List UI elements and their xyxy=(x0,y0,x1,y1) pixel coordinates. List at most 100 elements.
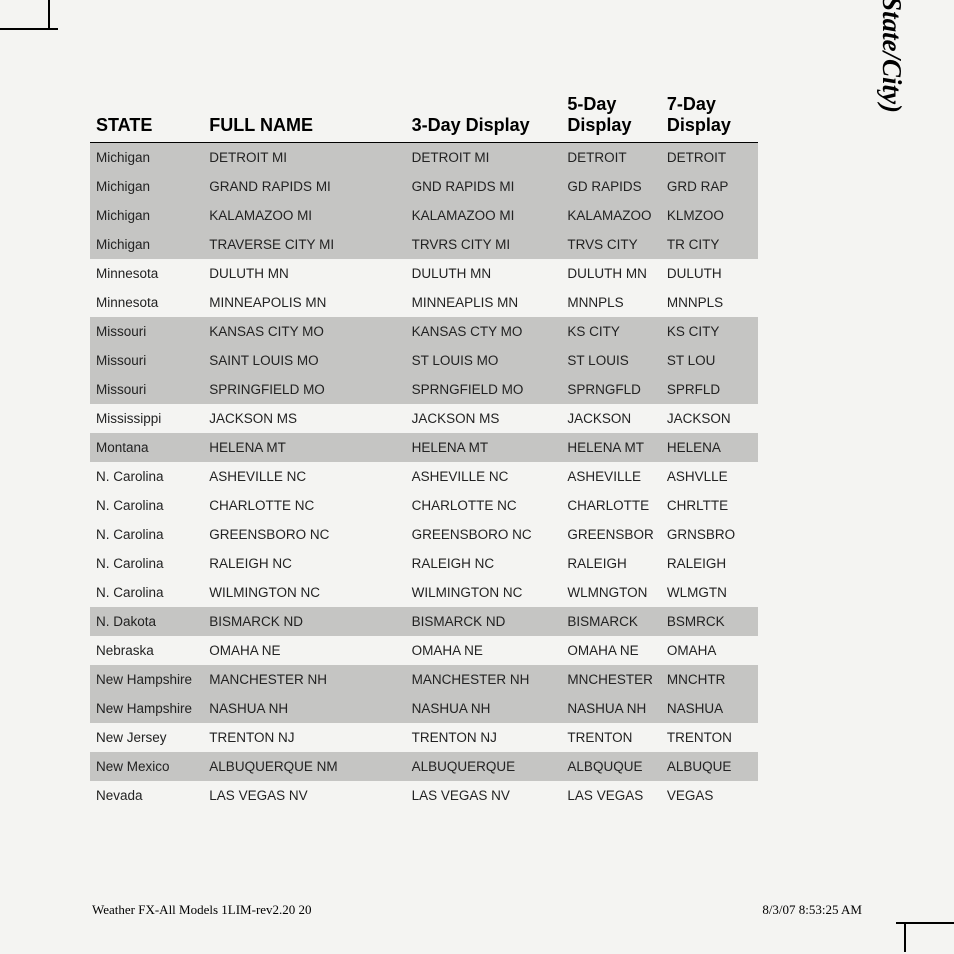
col-fullname: FULL NAME xyxy=(203,90,405,143)
table-cell: New Jersey xyxy=(90,723,203,752)
table-cell: MANCHESTER NH xyxy=(203,665,405,694)
table-cell: SPRINGFIELD MO xyxy=(203,375,405,404)
table-cell: Michigan xyxy=(90,172,203,201)
table-cell: DETROIT MI xyxy=(406,143,562,173)
table-cell: TRAVERSE CITY MI xyxy=(203,230,405,259)
table-cell: SPRNGFIELD MO xyxy=(406,375,562,404)
page-content: STATE FULL NAME 3-Day Display 5-Day Disp… xyxy=(90,90,871,894)
table-cell: BISMARCK ND xyxy=(406,607,562,636)
table-cell: MINNEAPLIS MN xyxy=(406,288,562,317)
table-row: New MexicoALBUQUERQUE NMALBUQUERQUEALBQU… xyxy=(90,752,758,781)
table-row: New HampshireNASHUA NHNASHUA NHNASHUA NH… xyxy=(90,694,758,723)
table-cell: ALBQUQUE xyxy=(561,752,660,781)
table-cell: RALEIGH NC xyxy=(203,549,405,578)
table-cell: TRENTON xyxy=(561,723,660,752)
table-cell: KALAMAZOO MI xyxy=(203,201,405,230)
table-cell: LAS VEGAS xyxy=(561,781,660,810)
table-row: MississippiJACKSON MSJACKSON MSJACKSONJA… xyxy=(90,404,758,433)
col-5day: 5-Day Display xyxy=(561,90,660,143)
table-cell: MNNPLS xyxy=(661,288,758,317)
table-cell: KANSAS CTY MO xyxy=(406,317,562,346)
table-cell: DULUTH MN xyxy=(561,259,660,288)
table-cell: ASHVLLE xyxy=(661,462,758,491)
table-cell: KANSAS CITY MO xyxy=(203,317,405,346)
table-cell: WLMNGTON xyxy=(561,578,660,607)
table-row: MissouriKANSAS CITY MOKANSAS CTY MOKS CI… xyxy=(90,317,758,346)
table-cell: RALEIGH NC xyxy=(406,549,562,578)
table-cell: JACKSON xyxy=(561,404,660,433)
table-cell: MNCHTR xyxy=(661,665,758,694)
table-cell: ST LOUIS xyxy=(561,346,660,375)
table-cell: JACKSON xyxy=(661,404,758,433)
crop-mark-br xyxy=(896,922,954,924)
table-cell: Missouri xyxy=(90,346,203,375)
table-cell: RALEIGH xyxy=(661,549,758,578)
table-row: MontanaHELENA MTHELENA MTHELENA MTHELENA xyxy=(90,433,758,462)
table-cell: GRAND RAPIDS MI xyxy=(203,172,405,201)
table-row: N. CarolinaGREENSBORO NCGREENSBORO NCGRE… xyxy=(90,520,758,549)
table-cell: BSMRCK xyxy=(661,607,758,636)
table-cell: TRENTON xyxy=(661,723,758,752)
table-cell: WILMINGTON NC xyxy=(203,578,405,607)
table-row: MichiganTRAVERSE CITY MITRVRS CITY MITRV… xyxy=(90,230,758,259)
table-cell: GREENSBORO NC xyxy=(203,520,405,549)
table-row: NebraskaOMAHA NEOMAHA NEOMAHA NEOMAHA xyxy=(90,636,758,665)
table-cell: N. Carolina xyxy=(90,578,203,607)
table-cell: Michigan xyxy=(90,230,203,259)
location-table: STATE FULL NAME 3-Day Display 5-Day Disp… xyxy=(90,90,758,810)
table-cell: MANCHESTER NH xyxy=(406,665,562,694)
table-cell: ALBUQUERQUE xyxy=(406,752,562,781)
table-cell: OMAHA NE xyxy=(406,636,562,665)
table-cell: TRVS CITY xyxy=(561,230,660,259)
table-cell: NASHUA NH xyxy=(561,694,660,723)
table-cell: KS CITY xyxy=(561,317,660,346)
col-7day: 7-Day Display xyxy=(661,90,758,143)
table-cell: Montana xyxy=(90,433,203,462)
table-cell: GD RAPIDS xyxy=(561,172,660,201)
table-cell: Nebraska xyxy=(90,636,203,665)
table-cell: N. Carolina xyxy=(90,520,203,549)
table-cell: NASHUA NH xyxy=(406,694,562,723)
table-row: MissouriSPRINGFIELD MOSPRNGFIELD MOSPRNG… xyxy=(90,375,758,404)
table-cell: BISMARCK xyxy=(561,607,660,636)
table-cell: MNNPLS xyxy=(561,288,660,317)
table-row: MichiganDETROIT MIDETROIT MIDETROITDETRO… xyxy=(90,143,758,173)
table-cell: ST LOUIS MO xyxy=(406,346,562,375)
table-cell: TR CITY xyxy=(661,230,758,259)
table-cell: Mississippi xyxy=(90,404,203,433)
table-cell: New Hampshire xyxy=(90,694,203,723)
table-cell: TRENTON NJ xyxy=(203,723,405,752)
table-cell: New Hampshire xyxy=(90,665,203,694)
table-cell: Missouri xyxy=(90,317,203,346)
table-cell: N. Carolina xyxy=(90,549,203,578)
table-cell: CHARLOTTE NC xyxy=(203,491,405,520)
table-cell: HELENA xyxy=(661,433,758,462)
table-cell: KS CITY xyxy=(661,317,758,346)
table-cell: DETROIT MI xyxy=(203,143,405,173)
table-row: N. CarolinaASHEVILLE NCASHEVILLE NCASHEV… xyxy=(90,462,758,491)
table-row: N. CarolinaWILMINGTON NCWILMINGTON NCWLM… xyxy=(90,578,758,607)
table-cell: Missouri xyxy=(90,375,203,404)
table-cell: GREENSBOR xyxy=(561,520,660,549)
table-cell: ST LOU xyxy=(661,346,758,375)
table-cell: MNCHESTER xyxy=(561,665,660,694)
table-cell: HELENA MT xyxy=(406,433,562,462)
table-cell: KLMZOO xyxy=(661,201,758,230)
table-cell: NASHUA xyxy=(661,694,758,723)
table-cell: DULUTH MN xyxy=(203,259,405,288)
table-cell: OMAHA xyxy=(661,636,758,665)
crop-mark-tl xyxy=(0,28,58,30)
table-cell: OMAHA NE xyxy=(561,636,660,665)
table-cell: N. Carolina xyxy=(90,491,203,520)
table-cell: BISMARCK ND xyxy=(203,607,405,636)
table-cell: Nevada xyxy=(90,781,203,810)
footer-right: 8/3/07 8:53:25 AM xyxy=(762,902,862,918)
table-row: N. CarolinaCHARLOTTE NCCHARLOTTE NCCHARL… xyxy=(90,491,758,520)
table-cell: ALBUQUE xyxy=(661,752,758,781)
table-cell: New Mexico xyxy=(90,752,203,781)
table-cell: WLMGTN xyxy=(661,578,758,607)
table-row: MichiganKALAMAZOO MIKALAMAZOO MIKALAMAZO… xyxy=(90,201,758,230)
table-cell: ALBUQUERQUE NM xyxy=(203,752,405,781)
table-cell: SPRNGFLD xyxy=(561,375,660,404)
table-cell: KALAMAZOO xyxy=(561,201,660,230)
